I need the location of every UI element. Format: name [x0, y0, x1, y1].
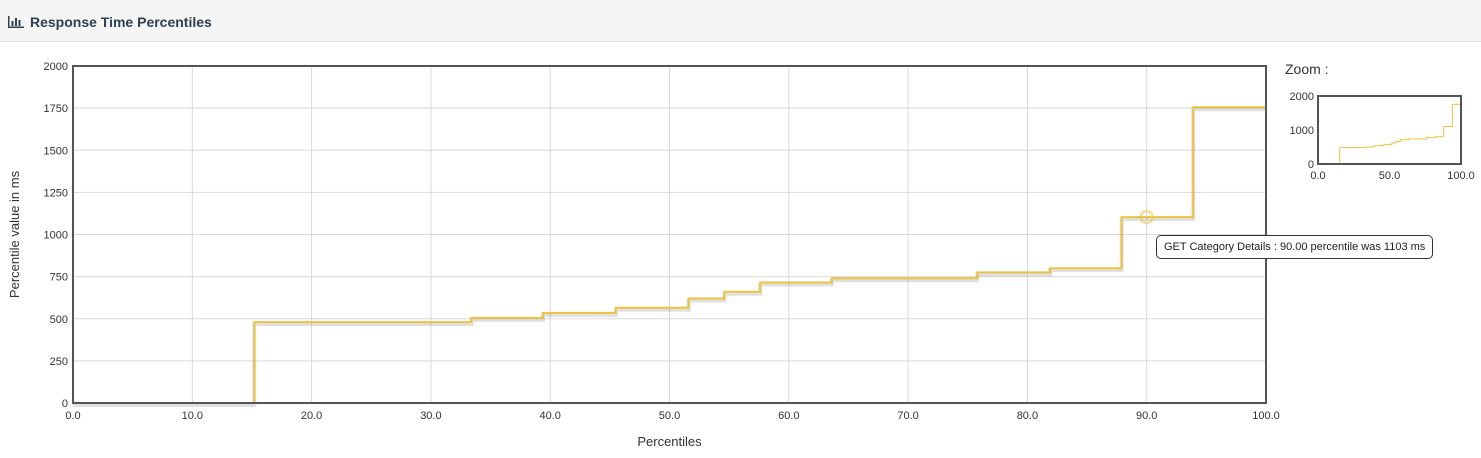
y-tick-label: 250 — [50, 356, 68, 368]
zoom-y-tick-label: 0 — [1308, 159, 1314, 171]
series-line-get-category-details[interactable] — [73, 106, 1266, 404]
y-tick-label: 0 — [62, 398, 68, 410]
x-tick-label: 80.0 — [1017, 410, 1038, 422]
x-tick-label: 70.0 — [897, 410, 918, 422]
plot-frame — [72, 65, 1267, 404]
x-tick-label: 0.0 — [65, 410, 80, 422]
bar-chart-icon — [8, 16, 24, 28]
y-tick-label: 2000 — [44, 61, 68, 73]
y-tick-label: 1000 — [44, 230, 68, 242]
y-tick-label: 750 — [50, 272, 68, 284]
x-tick-label: 100.0 — [1252, 410, 1280, 422]
x-tick-label: 50.0 — [659, 410, 680, 422]
zoom-frame — [1317, 95, 1462, 165]
x-tick-label: 90.0 — [1136, 410, 1157, 422]
zoom-overview-chart[interactable]: 0 1000 2000 0.0 50.0 100.0 — [1290, 86, 1475, 186]
zoom-x-tick-label: 0.0 — [1310, 170, 1325, 182]
x-axis-label: Percentiles — [637, 434, 702, 449]
series-line-shadow — [73, 107, 1266, 407]
panel-title: Response Time Percentiles — [8, 14, 212, 30]
x-tick-label: 60.0 — [778, 410, 799, 422]
chart-area: 0.0 10.0 20.0 30.0 40.0 50.0 60.0 70.0 80.0 90.0 1… — [0, 42, 1481, 458]
y-tick-label: 500 — [50, 314, 68, 326]
zoom-x-tick-label: 100.0 — [1447, 170, 1475, 182]
zoom-x-tick-label: 50.0 — [1379, 170, 1400, 182]
chart-grid — [72, 65, 1267, 404]
zoom-series — [1318, 103, 1461, 165]
y-tick-label: 1500 — [44, 145, 68, 157]
zoom-y-tick-label: 2000 — [1290, 91, 1314, 103]
highlighted-point[interactable] — [1139, 209, 1154, 225]
y-tick-label: 1750 — [44, 103, 68, 115]
y-axis-label: Percentile value in ms — [7, 170, 22, 298]
panel-title-text: Response Time Percentiles — [30, 14, 212, 30]
chart-series — [73, 106, 1266, 407]
x-tick-label: 30.0 — [420, 410, 441, 422]
zoom-ticks: 0 1000 2000 0.0 50.0 100.0 — [1290, 91, 1475, 182]
percentile-chart[interactable]: 0.0 10.0 20.0 30.0 40.0 50.0 60.0 70.0 80.0 90.0 1… — [0, 42, 1280, 458]
chart-ticks: 0.0 10.0 20.0 30.0 40.0 50.0 60.0 70.0 80.0 90.0 1… — [44, 61, 1280, 422]
x-tick-label: 20.0 — [301, 410, 322, 422]
data-point-tooltip: GET Category Details : 90.00 percentile … — [1156, 235, 1434, 259]
y-tick-label: 1250 — [44, 187, 68, 199]
x-tick-label: 10.0 — [182, 410, 203, 422]
zoom-label: Zoom : — [1285, 61, 1329, 77]
panel-header: Response Time Percentiles — [0, 0, 1481, 42]
zoom-series-line — [1318, 103, 1461, 165]
x-tick-label: 40.0 — [539, 410, 560, 422]
zoom-y-tick-label: 1000 — [1290, 125, 1314, 137]
